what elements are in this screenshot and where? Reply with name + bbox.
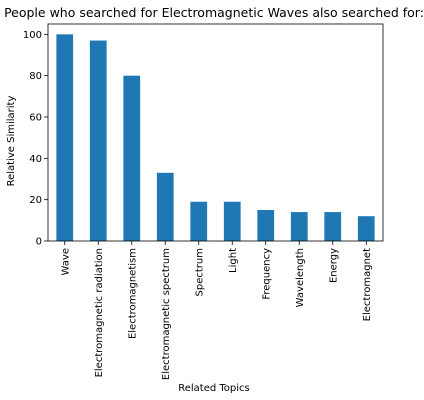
x-tick-label: Electromagnetic radiation — [94, 248, 105, 377]
chart-title: People who searched for Electromagnetic … — [4, 5, 424, 20]
bar — [56, 34, 74, 242]
x-tick-label: Electromagnetic spectrum — [161, 248, 172, 380]
x-axis-label: Related Topics — [178, 383, 250, 394]
bar — [324, 212, 342, 241]
x-tick-label: Wavelength — [295, 248, 306, 307]
x-tick-label: Spectrum — [194, 248, 205, 296]
bar — [357, 216, 375, 241]
plot-area: Wave Electromagnetic radiation Electromagn… — [23, 23, 384, 380]
bar — [290, 212, 308, 241]
plot-frame — [47, 23, 384, 242]
y-tick-label: 20 — [29, 195, 42, 206]
bar — [156, 172, 174, 241]
bar — [123, 75, 141, 242]
x-tick-label: Frequency — [261, 248, 272, 300]
y-axis-label: Relative Similarity — [6, 96, 17, 187]
y-tick-label: 80 — [29, 71, 42, 82]
x-tick-label: Light — [228, 248, 239, 273]
bar — [257, 210, 275, 241]
bar — [190, 201, 208, 241]
x-tick-label: Wave — [60, 248, 71, 275]
x-tick-label: Electromagnetism — [127, 248, 138, 339]
bar — [223, 201, 241, 241]
y-tick-label: 100 — [23, 30, 42, 41]
bar — [89, 40, 107, 242]
x-tick-label: Electromagnet — [362, 248, 373, 321]
y-tick-label: 40 — [29, 154, 42, 165]
y-tick-label: 0 — [36, 237, 42, 248]
y-tick-label: 60 — [29, 113, 42, 124]
x-tick-label: Energy — [328, 248, 339, 283]
